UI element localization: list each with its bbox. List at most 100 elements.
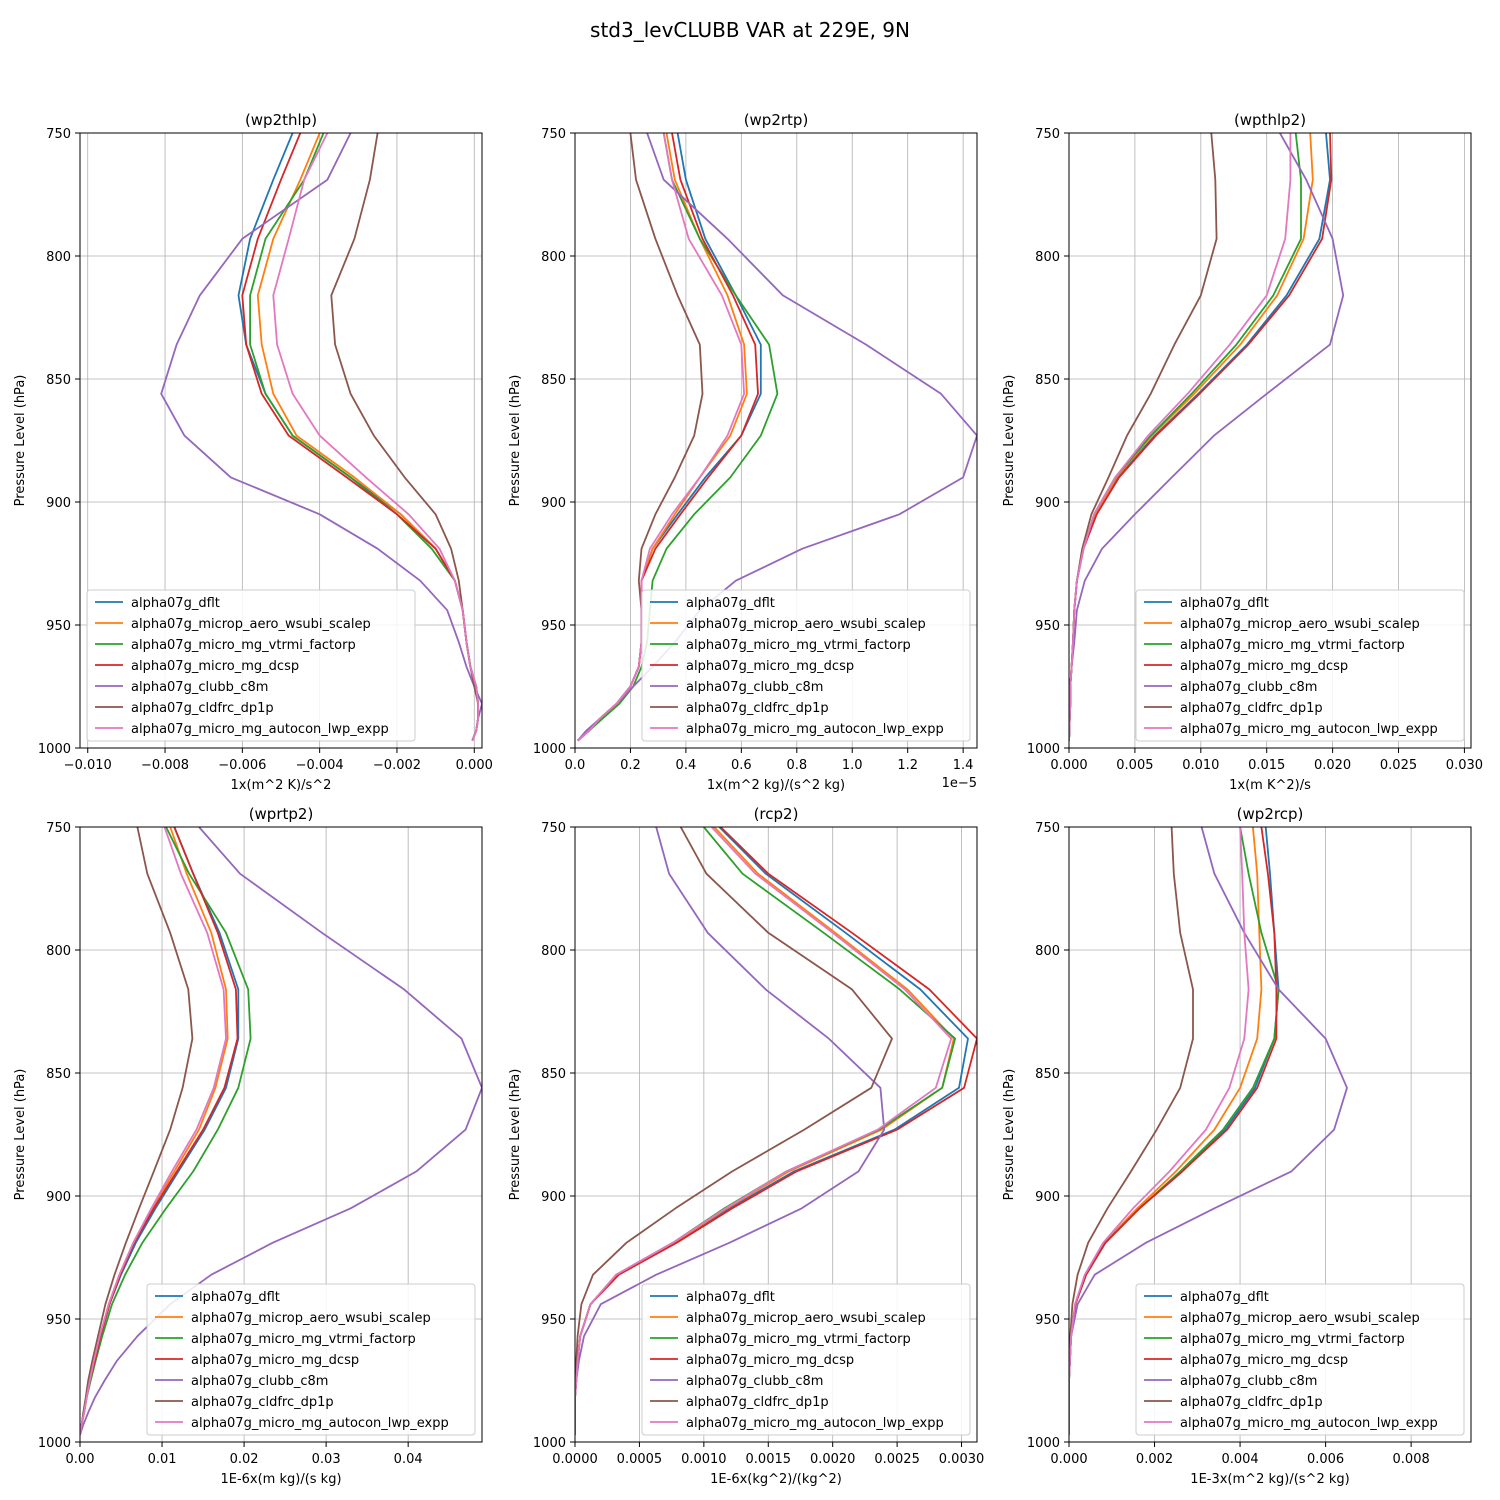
- legend-label-7: alpha07g_micro_mg_autocon_lwp_expp: [191, 1416, 449, 1431]
- legend-label-2: alpha07g_microp_aero_wsubi_scalep: [1180, 617, 1420, 632]
- series-group: [577, 133, 977, 742]
- y-tick-label: 800: [1035, 944, 1060, 959]
- legend-label-3: alpha07g_micro_mg_vtrmi_factorp: [1180, 1332, 1405, 1347]
- legend-box: [641, 589, 971, 742]
- x-tick-label: 0.02: [230, 1452, 259, 1467]
- legend-label-4: alpha07g_micro_mg_dcsp: [686, 659, 854, 674]
- y-tick-label: 1000: [533, 742, 566, 757]
- series-line-6: [1069, 827, 1194, 1435]
- axes-frame: [1068, 132, 1472, 749]
- x-tick-label: 0.005: [1116, 758, 1153, 773]
- y-tick-label: 750: [541, 127, 566, 142]
- y-tick-label: 900: [541, 1190, 566, 1205]
- legend-label-4: alpha07g_micro_mg_dcsp: [131, 659, 299, 674]
- legend-box: [146, 1283, 476, 1436]
- y-tick-label: 950: [1035, 619, 1060, 634]
- y-tick-label: 950: [541, 1313, 566, 1328]
- y-axis-label: Pressure Level (hPa): [508, 375, 523, 507]
- series-group: [1069, 827, 1348, 1435]
- x-axis-label: 1E-3x(m^2 kg)/(s^2 kg): [1190, 1472, 1349, 1487]
- subplot-title: (wprtp2): [249, 805, 314, 823]
- subplot-title: (rcp2): [754, 805, 799, 823]
- y-tick-label: 900: [46, 496, 71, 511]
- x-tick-label: 0.03: [312, 1452, 341, 1467]
- series-line-7: [575, 827, 953, 1435]
- series-line-7: [577, 133, 745, 742]
- y-tick-label: 1000: [38, 742, 71, 757]
- axes-frame: [79, 132, 483, 749]
- y-tick-label: 1000: [38, 1436, 71, 1451]
- legend-label-3: alpha07g_micro_mg_vtrmi_factorp: [686, 1332, 911, 1347]
- x-tick-label: 0.00: [66, 1452, 95, 1467]
- legend-label-7: alpha07g_micro_mg_autocon_lwp_expp: [1180, 722, 1438, 737]
- x-tick-label: 0.0020: [810, 1452, 856, 1467]
- x-tick-label: 0.4: [676, 758, 697, 773]
- legend-label-5: alpha07g_clubb_c8m: [191, 1374, 328, 1389]
- y-tick-label: 800: [541, 944, 566, 959]
- legend-label-6: alpha07g_cldfrc_dp1p: [1180, 1395, 1323, 1410]
- x-axis-label: 1E-6x(m kg)/(s kg): [220, 1472, 341, 1487]
- legend-label-3: alpha07g_micro_mg_vtrmi_factorp: [686, 638, 911, 653]
- series-line-4: [575, 827, 977, 1435]
- legend-label-3: alpha07g_micro_mg_vtrmi_factorp: [131, 638, 356, 653]
- x-axis-label: 1x(m^2 kg)/(s^2 kg): [707, 778, 845, 793]
- y-axis-label: Pressure Level (hPa): [13, 1069, 28, 1201]
- x-tick-label: −0.010: [64, 758, 112, 773]
- series-group: [80, 827, 482, 1435]
- y-tick-label: 1000: [533, 1436, 566, 1451]
- x-tick-label: 0.002: [1136, 1452, 1173, 1467]
- y-tick-label: 900: [1035, 496, 1060, 511]
- x-tick-label: 0.000: [1050, 758, 1087, 773]
- legend-label-1: alpha07g_dflt: [1180, 1290, 1269, 1305]
- legend-label-2: alpha07g_microp_aero_wsubi_scalep: [686, 617, 926, 632]
- x-tick-label: −0.006: [218, 758, 266, 773]
- y-tick-label: 750: [46, 821, 71, 836]
- legend-label-1: alpha07g_dflt: [131, 596, 220, 611]
- series-line-5: [1069, 827, 1348, 1435]
- legend-label-7: alpha07g_micro_mg_autocon_lwp_expp: [1180, 1416, 1438, 1431]
- legend-label-1: alpha07g_dflt: [686, 596, 775, 611]
- legend-label-7: alpha07g_micro_mg_autocon_lwp_expp: [686, 1416, 944, 1431]
- x-tick-label: 0.01: [148, 1452, 177, 1467]
- axes-frame: [574, 132, 978, 749]
- x-axis-label: 1x(m K^2)/s: [1229, 778, 1311, 793]
- y-tick-label: 800: [46, 944, 71, 959]
- legend-label-7: alpha07g_micro_mg_autocon_lwp_expp: [131, 722, 389, 737]
- y-tick-label: 800: [541, 250, 566, 265]
- axes-frame: [574, 826, 978, 1443]
- y-tick-label: 750: [1035, 127, 1060, 142]
- subplot-4: 0.00 0.01 0.02 0.03 0.04 750 800 850 900 950 1000 (…: [13, 805, 483, 1487]
- legend-box: [641, 1283, 971, 1436]
- x-tick-label: 0.010: [1182, 758, 1219, 773]
- series-line-5: [160, 133, 482, 741]
- subplot-6: 0.000 0.002 0.004 0.006 0.008 750 800 850 900 950…: [1002, 805, 1472, 1487]
- series-line-7: [80, 827, 227, 1435]
- legend-label-5: alpha07g_clubb_c8m: [686, 680, 823, 695]
- x-tick-label: 0.0000: [552, 1452, 598, 1467]
- legend-box: [1135, 589, 1465, 742]
- y-tick-label: 1000: [1027, 1436, 1060, 1451]
- legend-label-5: alpha07g_clubb_c8m: [686, 1374, 823, 1389]
- legend-label-2: alpha07g_microp_aero_wsubi_scalep: [131, 617, 371, 632]
- x-tick-label: 0.0005: [617, 1452, 663, 1467]
- y-axis-label: Pressure Level (hPa): [1002, 1069, 1017, 1201]
- subplot-title: (wp2rcp): [1237, 805, 1304, 823]
- x-tick-label: 1.4: [953, 758, 974, 773]
- series-line-7: [1069, 827, 1250, 1435]
- x-tick-label: −0.002: [373, 758, 421, 773]
- x-tick-label: 0.8: [786, 758, 807, 773]
- y-tick-label: 950: [1035, 1313, 1060, 1328]
- x-tick-label: 1.0: [842, 758, 863, 773]
- axes-frame: [1068, 826, 1472, 1443]
- y-tick-label: 800: [46, 250, 71, 265]
- y-axis-label: Pressure Level (hPa): [508, 1069, 523, 1201]
- legend-label-1: alpha07g_dflt: [191, 1290, 280, 1305]
- legend-box: [86, 589, 416, 742]
- series-group: [575, 827, 977, 1435]
- legend-label-6: alpha07g_cldfrc_dp1p: [686, 701, 829, 716]
- x-tick-label: 0.004: [1221, 1452, 1258, 1467]
- subplot-title: (wpthlp2): [1234, 111, 1306, 129]
- legend-label-5: alpha07g_clubb_c8m: [1180, 1374, 1317, 1389]
- y-tick-label: 750: [1035, 821, 1060, 836]
- series-line-6: [575, 827, 893, 1435]
